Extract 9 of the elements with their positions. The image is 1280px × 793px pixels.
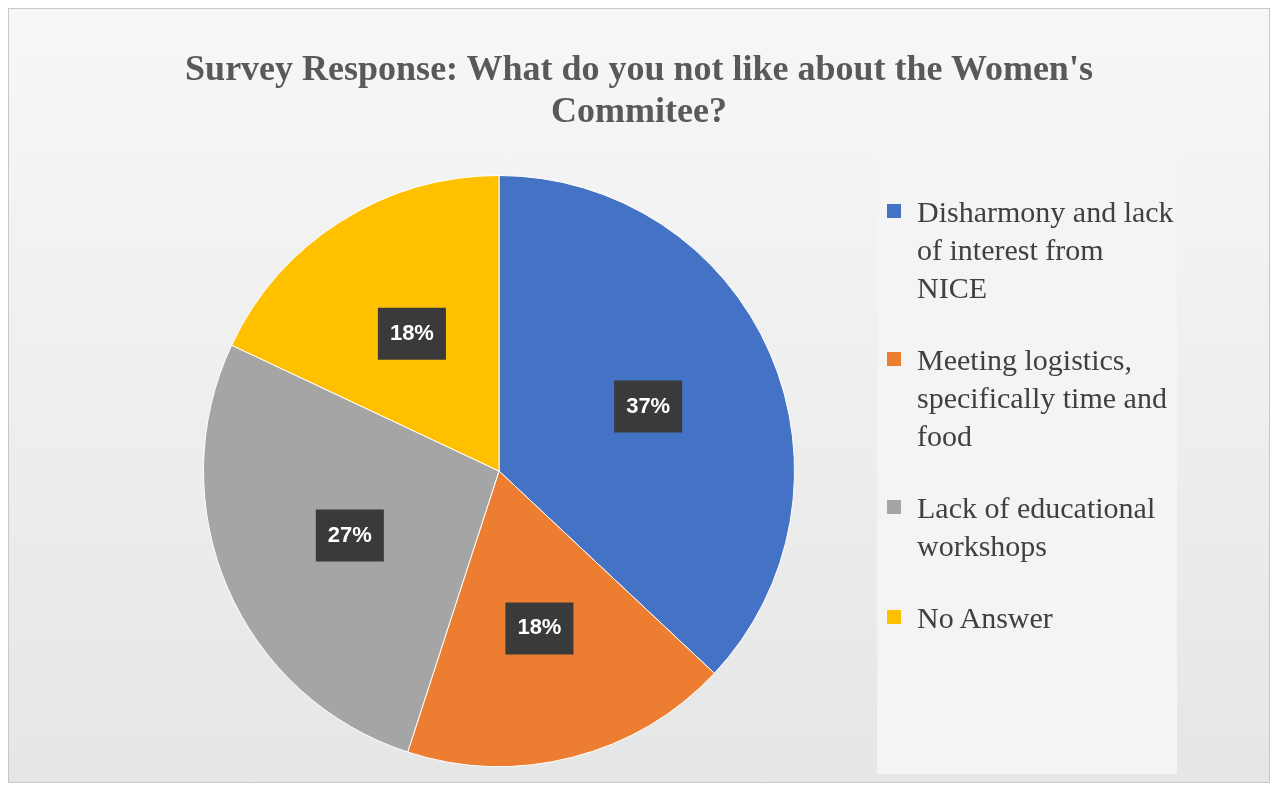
data-label: 27% (327, 521, 372, 547)
chart-title: Survey Response: What do you not like about the Women's Commitee? (184, 47, 1094, 131)
legend-label: Disharmony and lack of interest from NICE (917, 194, 1175, 306)
legend-label: No Answer (917, 600, 1054, 636)
data-label: 37% (626, 392, 671, 418)
data-label: 18% (389, 319, 434, 345)
data-label: 18% (517, 614, 562, 640)
legend-label: Lack of educational workshops (917, 490, 1157, 564)
legend-label: Meeting logistics, specifically time and food (917, 342, 1168, 454)
